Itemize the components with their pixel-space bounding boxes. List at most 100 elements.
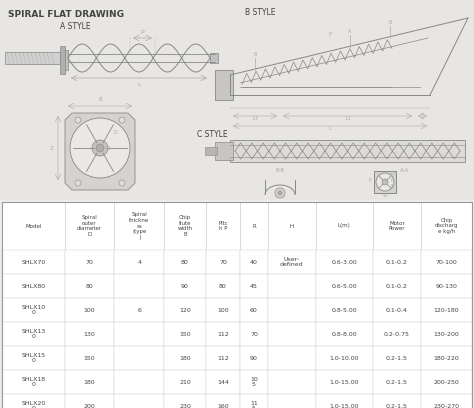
Bar [206, 298, 240, 322]
Bar [164, 322, 206, 346]
Text: 70: 70 [85, 259, 93, 264]
Bar [64, 274, 114, 298]
Text: Chip
discharg
e kg/h: Chip discharg e kg/h [435, 218, 458, 234]
Text: 1.0-10.00: 1.0-10.00 [329, 355, 359, 361]
Text: 144: 144 [217, 379, 229, 384]
Text: 0.2-1.5: 0.2-1.5 [386, 355, 408, 361]
Bar [2, 298, 64, 322]
Bar [316, 274, 373, 298]
Bar [205, 147, 217, 155]
Text: R: R [391, 178, 394, 183]
Bar [268, 394, 316, 408]
Text: 45: 45 [250, 284, 258, 288]
Text: 0.8-8.00: 0.8-8.00 [331, 331, 357, 337]
Bar [268, 274, 316, 298]
Text: 130-200: 130-200 [434, 331, 459, 337]
Bar [215, 142, 233, 160]
Circle shape [278, 191, 282, 195]
Text: 0.1-0.2: 0.1-0.2 [386, 259, 408, 264]
Text: L3: L3 [252, 116, 258, 121]
Bar [240, 322, 268, 346]
Circle shape [92, 140, 108, 156]
Circle shape [376, 173, 394, 191]
Text: 180: 180 [84, 379, 95, 384]
Text: 0.6-3.00: 0.6-3.00 [331, 259, 357, 264]
Text: User-
defined: User- defined [280, 257, 303, 267]
Bar [114, 394, 164, 408]
Bar [316, 346, 373, 370]
Bar [164, 298, 206, 322]
Bar [268, 370, 316, 394]
Bar [373, 202, 421, 250]
Bar [206, 394, 240, 408]
Bar [373, 346, 421, 370]
Bar [316, 322, 373, 346]
Text: 0.2-1.5: 0.2-1.5 [386, 404, 408, 408]
Text: B: B [391, 184, 394, 189]
Bar [268, 202, 316, 250]
Text: L1: L1 [345, 116, 351, 121]
Text: B-B: B-B [275, 168, 284, 173]
Text: 120: 120 [179, 308, 191, 313]
Circle shape [382, 179, 388, 185]
Bar [421, 322, 472, 346]
Bar [230, 140, 465, 162]
Text: B: B [253, 52, 257, 57]
Bar [60, 46, 65, 74]
Text: A STYLE: A STYLE [60, 22, 91, 31]
Text: 90: 90 [181, 284, 189, 288]
Text: 0.2-1.5: 0.2-1.5 [386, 379, 408, 384]
Bar [64, 394, 114, 408]
Bar [164, 370, 206, 394]
Circle shape [96, 144, 104, 152]
Text: 150: 150 [179, 331, 191, 337]
Bar [373, 322, 421, 346]
Text: Pitc
h P: Pitc h P [218, 221, 228, 231]
Bar [164, 202, 206, 250]
Text: 6: 6 [137, 308, 141, 313]
Text: 0.1-0.4: 0.1-0.4 [386, 308, 408, 313]
Text: SHLX15
0: SHLX15 0 [21, 353, 46, 364]
Text: SHLX80: SHLX80 [21, 284, 46, 288]
Circle shape [75, 180, 81, 186]
Bar [421, 250, 472, 274]
Text: 100: 100 [84, 308, 95, 313]
Bar [114, 250, 164, 274]
Bar [164, 274, 206, 298]
Bar [215, 70, 233, 100]
Text: 80: 80 [181, 259, 189, 264]
Bar [64, 370, 114, 394]
Bar [164, 346, 206, 370]
Text: 70: 70 [219, 259, 227, 264]
Text: B: B [98, 97, 102, 102]
Circle shape [119, 180, 125, 186]
Text: 0.8-5.00: 0.8-5.00 [331, 308, 357, 313]
Text: Model: Model [25, 224, 42, 228]
Text: Chip
flute
width
B: Chip flute width B [177, 215, 192, 237]
Bar [114, 370, 164, 394]
Bar [64, 322, 114, 346]
Bar [373, 370, 421, 394]
Text: P: P [328, 32, 331, 37]
Bar [268, 250, 316, 274]
Bar [2, 202, 64, 250]
Bar [206, 346, 240, 370]
Text: 70: 70 [250, 331, 258, 337]
Bar [373, 298, 421, 322]
Circle shape [70, 118, 130, 178]
Text: 210: 210 [179, 379, 191, 384]
Bar [268, 298, 316, 322]
Bar [421, 370, 472, 394]
Text: 160: 160 [217, 404, 229, 408]
Bar [206, 250, 240, 274]
Bar [268, 346, 316, 370]
Text: 10
5: 10 5 [250, 377, 258, 388]
Bar [240, 202, 268, 250]
Bar [114, 322, 164, 346]
Text: H: H [290, 224, 294, 228]
Bar [2, 322, 64, 346]
Bar [206, 202, 240, 250]
Bar [206, 274, 240, 298]
Text: R: R [252, 224, 256, 228]
Bar [2, 202, 472, 408]
